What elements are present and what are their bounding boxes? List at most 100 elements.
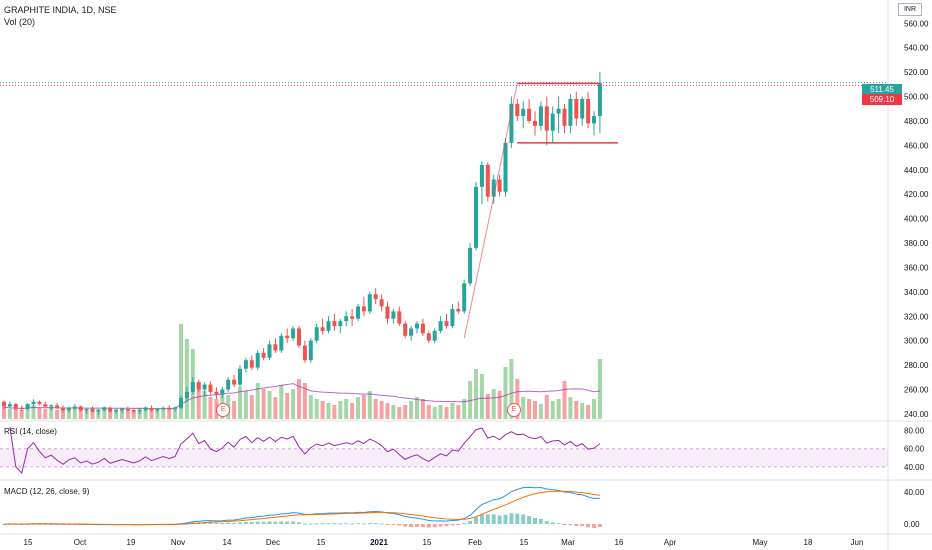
last-price-tag: 511.45 <box>862 84 902 95</box>
price-tick-label: 380.00 <box>904 239 929 248</box>
macd-histogram-bar <box>291 521 296 524</box>
candle-body <box>527 108 532 121</box>
candle-body <box>574 98 579 119</box>
time-tick-label: Apr <box>664 538 677 547</box>
candle-body <box>320 327 325 331</box>
macd-histogram-bar <box>255 521 260 524</box>
volume-bar <box>450 403 455 419</box>
volume-bar <box>344 399 349 419</box>
time-tick-label: 15 <box>24 538 33 547</box>
volume-bar <box>108 410 113 419</box>
candle-body <box>597 83 602 117</box>
price-tick-label: 460.00 <box>904 141 929 150</box>
candle-body <box>173 407 178 410</box>
candle-body <box>255 352 260 368</box>
candle-body <box>479 164 484 187</box>
price-tick-label: 320.00 <box>904 312 929 321</box>
macd-histogram-bar <box>261 521 266 524</box>
time-tick-label: Dec <box>266 538 280 547</box>
macd-histogram-bar <box>208 522 213 524</box>
volume-bar <box>497 391 502 419</box>
volume-bar <box>285 393 290 419</box>
macd-histogram-bar <box>43 523 48 525</box>
macd-tick-label: 0.00 <box>904 520 920 529</box>
candle-body <box>338 321 343 327</box>
macd-histogram-bar <box>267 521 272 524</box>
candle-body <box>456 308 461 312</box>
candle-body <box>167 407 172 410</box>
signal-line <box>3 490 600 526</box>
volume-bar <box>2 407 6 419</box>
volume-bar <box>208 397 213 419</box>
candle-body <box>66 407 71 411</box>
volume-bar <box>562 381 567 419</box>
candle-body <box>13 404 18 408</box>
candle-body <box>462 283 467 312</box>
macd-histogram-bar <box>220 523 225 525</box>
rsi-line <box>9 426 601 474</box>
macd-histogram-bar <box>426 524 431 528</box>
volume-bar <box>474 369 478 419</box>
macd-histogram-bar <box>249 521 254 524</box>
candle-body <box>120 409 124 411</box>
volume-bar <box>167 409 172 419</box>
earnings-marker[interactable]: E <box>507 403 521 417</box>
volume-bar <box>308 395 313 419</box>
macd-histogram-bar <box>497 515 502 524</box>
volume-bar <box>149 409 154 419</box>
time-tick-label: 16 <box>615 538 624 547</box>
macd-histogram-bar <box>420 524 425 528</box>
candle-body <box>344 316 349 322</box>
price-tick-label: 560.00 <box>904 19 929 28</box>
candle-body <box>326 321 331 331</box>
currency-selector[interactable]: INR <box>898 3 922 16</box>
macd-histogram-bar <box>444 524 449 527</box>
earnings-marker[interactable]: E <box>216 403 230 417</box>
price-tick-label: 300.00 <box>904 337 929 346</box>
volume-bar <box>78 409 83 419</box>
volume-bar <box>533 401 537 419</box>
macd-histogram-bar <box>332 523 337 525</box>
candle-body <box>49 405 54 407</box>
macd-histogram-bar <box>533 517 537 524</box>
candle-body <box>550 113 555 131</box>
time-tick-label: May <box>752 538 767 547</box>
volume-bar <box>279 385 284 419</box>
macd-histogram-bar <box>580 524 585 527</box>
macd-histogram-bar <box>592 524 596 528</box>
candle-body <box>114 410 119 412</box>
time-tick-label: 15 <box>317 538 326 547</box>
macd-histogram-bar <box>527 516 532 524</box>
volume-bar <box>332 405 337 419</box>
price-tick-label: 260.00 <box>904 385 929 394</box>
volume-bar <box>597 359 602 419</box>
candle-body <box>586 98 591 124</box>
macd-histogram-bar <box>544 521 549 524</box>
volume-bar <box>527 399 532 419</box>
candle-body <box>125 409 130 411</box>
candle-body <box>332 321 337 327</box>
macd-histogram-bar <box>568 524 573 525</box>
volume-bar <box>391 405 396 419</box>
candle-body <box>208 384 213 392</box>
candle-body <box>385 306 390 319</box>
price-tick-label: 520.00 <box>904 68 929 77</box>
candle-body <box>397 311 402 324</box>
time-tick-label: 18 <box>804 538 813 547</box>
candle-body <box>491 179 496 197</box>
volume-bar <box>61 409 65 419</box>
macd-histogram-bar <box>597 524 602 528</box>
volume-bar <box>491 389 496 419</box>
volume-bar <box>420 399 425 419</box>
macd-histogram-bar <box>468 520 473 524</box>
volume-bar <box>173 407 178 419</box>
candle-body <box>503 142 508 192</box>
price-tick-label: 420.00 <box>904 190 929 199</box>
volume-bar <box>125 409 130 419</box>
candle-body <box>314 327 319 341</box>
candle-body <box>568 98 573 126</box>
macd-histogram-bar <box>2 524 6 525</box>
macd-histogram-bar <box>367 522 372 524</box>
candle-body <box>131 410 136 412</box>
